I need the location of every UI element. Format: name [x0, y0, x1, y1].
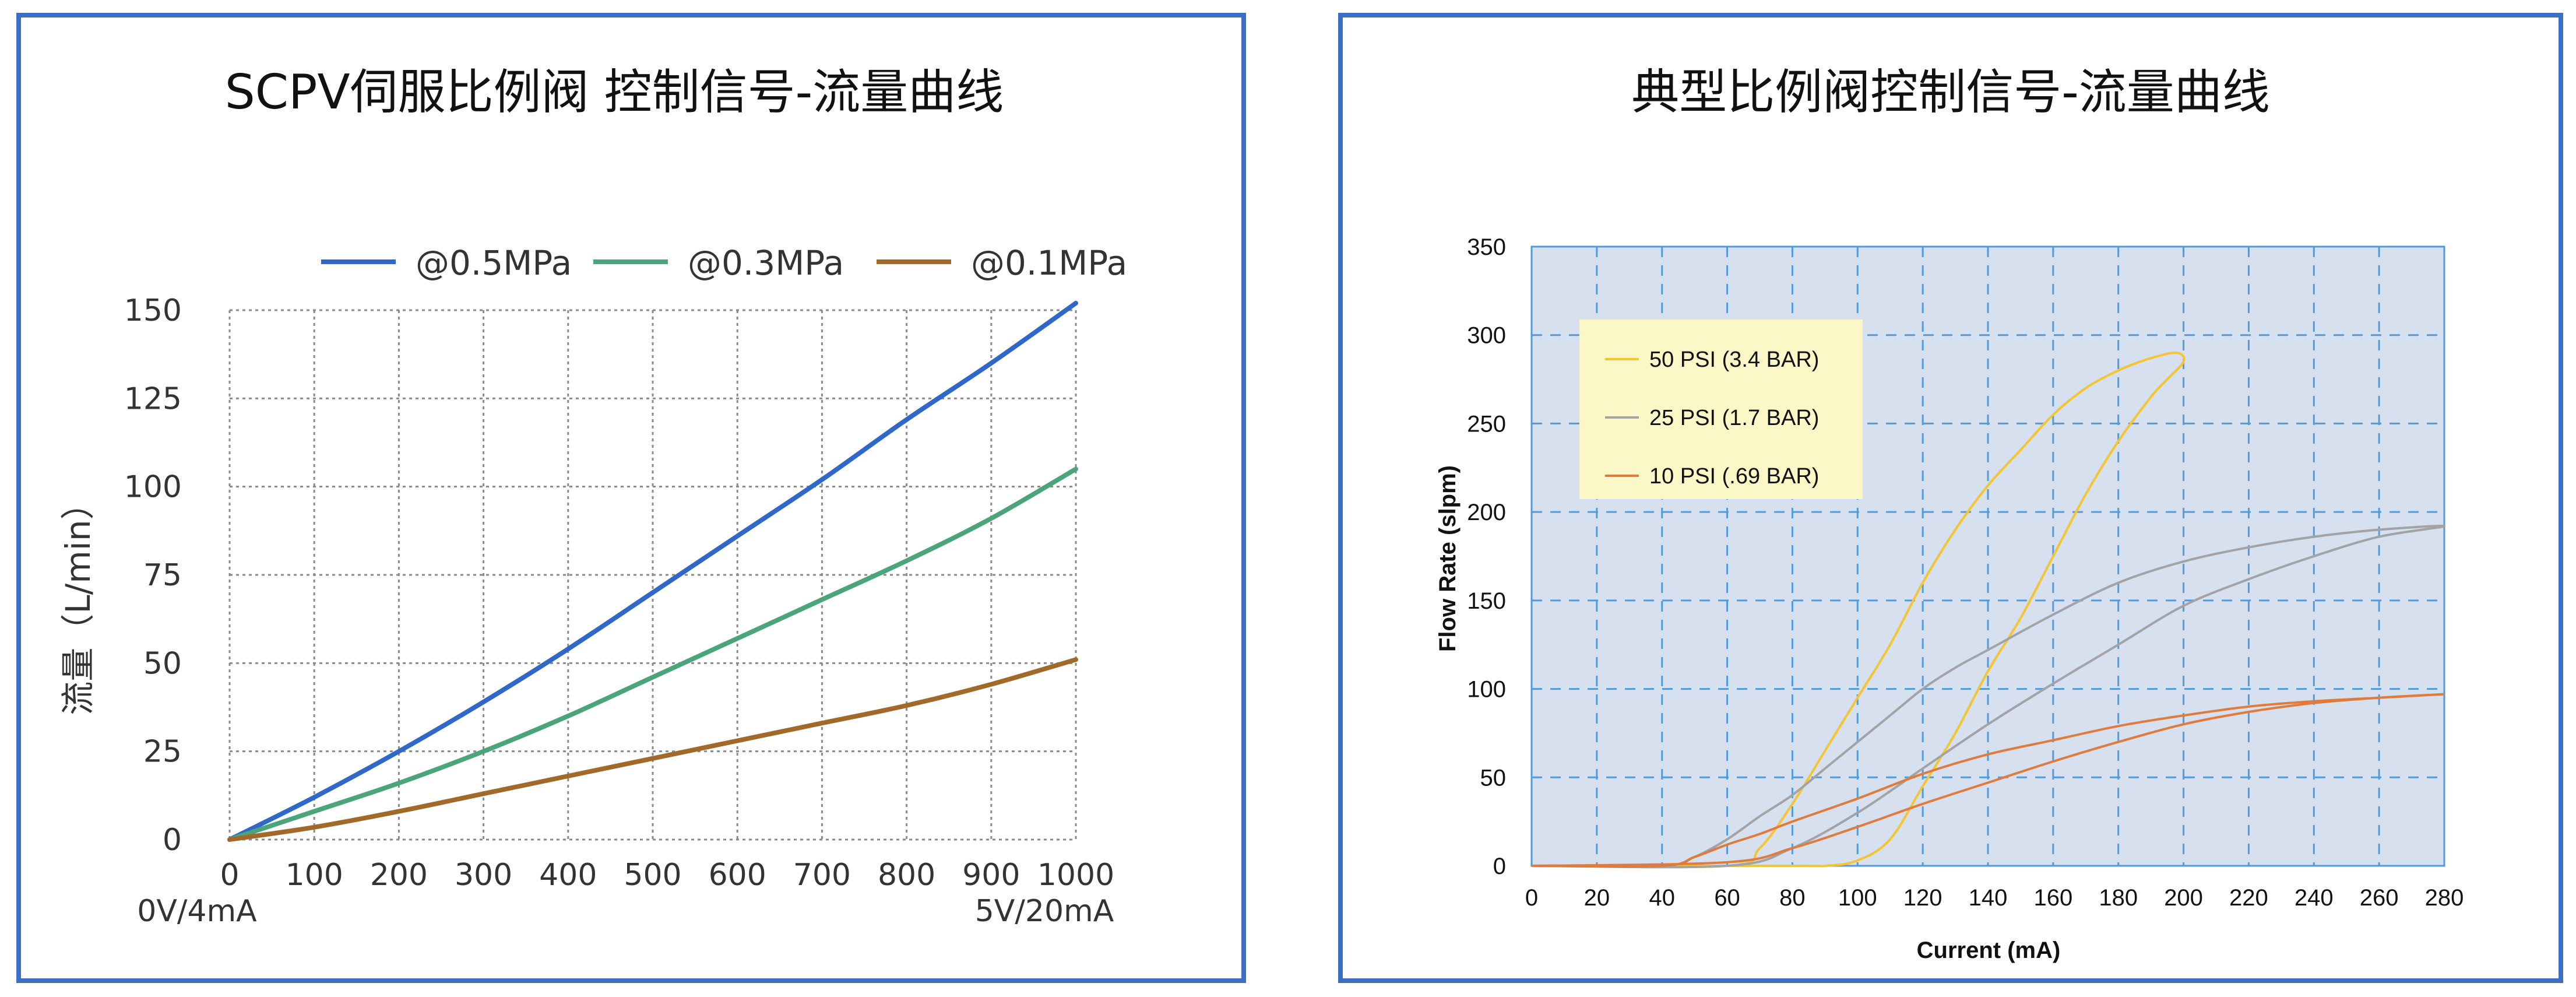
- series-line-3: [227, 657, 1078, 842]
- x-tick-label: 120: [1903, 885, 1942, 911]
- y-tick-label: 50: [143, 646, 182, 681]
- series-line-2: [227, 466, 1078, 842]
- y-tick-label: 100: [1467, 677, 1506, 703]
- chart-left-canvas: SCPV伺服比例阀 控制信号-流量曲线 0 25 50 75 100 125 150 0 10…: [58, 65, 1127, 929]
- x-tick-label: 220: [2229, 885, 2268, 911]
- x-tick-label: 500: [624, 858, 681, 893]
- y-tick-label: 125: [124, 381, 182, 416]
- x-tick-label: 40: [1649, 885, 1675, 911]
- y-tick-label: 150: [124, 293, 182, 328]
- x-axis-label-right: Current (mA): [1917, 938, 2061, 963]
- x-tick-label: 80: [1779, 885, 1806, 911]
- x-tick-label: 280: [2425, 885, 2464, 911]
- x-tick-label: 160: [2033, 885, 2072, 911]
- x-tick-label: 240: [2295, 885, 2334, 911]
- y-axis-label-right: Flow Rate (slpm): [1435, 465, 1461, 652]
- y-tick-label: 0: [1493, 854, 1506, 879]
- x-tick-label: 200: [2164, 885, 2203, 911]
- legend-label: 25 PSI (1.7 BAR): [1649, 406, 1819, 430]
- x-tick-label: 300: [455, 858, 512, 893]
- x-tick-label: 0: [1525, 885, 1538, 911]
- y-tick-label: 0: [163, 823, 182, 858]
- x-tick-label: 100: [1838, 885, 1877, 911]
- x-tick-label: 20: [1584, 885, 1610, 911]
- x-tick-label: 0: [220, 858, 239, 893]
- legend-box: [1579, 320, 1863, 499]
- x-tick-label: 900: [962, 858, 1020, 893]
- x-tick-label: 60: [1714, 885, 1740, 911]
- x-tick-label: 400: [539, 858, 597, 893]
- series-line-2: [1531, 524, 2446, 869]
- series-line-1: [227, 300, 1078, 842]
- x-tick-label: 700: [793, 858, 851, 893]
- y-tick-label: 50: [1480, 765, 1507, 791]
- chart-panel-right: 典型比例阀控制信号-流量曲线 0 50 100 150 200 250 300 350 0 20…: [1338, 13, 2563, 983]
- legend-label: @0.3MPa: [688, 243, 844, 283]
- x-tick-label: 140: [1969, 885, 2008, 911]
- y-axis-label-left: 流量（L/min）: [58, 486, 98, 715]
- x-end-label: 5V/20mA: [975, 894, 1114, 929]
- y-tick-label: 300: [1467, 323, 1506, 349]
- x-tick-label: 600: [709, 858, 766, 893]
- chart-right-canvas: 典型比例阀控制信号-流量曲线 0 50 100 150 200 250 300 350 0 20…: [1435, 65, 2464, 963]
- y-tick-label: 200: [1467, 500, 1506, 525]
- y-tick-label: 350: [1467, 234, 1506, 260]
- x-tick-label: 800: [878, 858, 935, 893]
- x-start-label: 0V/4mA: [137, 894, 257, 929]
- x-tick-label: 200: [370, 858, 428, 893]
- y-tick-label: 100: [124, 470, 182, 505]
- legend-label: 50 PSI (3.4 BAR): [1649, 347, 1819, 372]
- y-tick-label: 250: [1467, 411, 1506, 437]
- legend-label: @0.5MPa: [416, 243, 572, 283]
- series-line-1: [1531, 351, 2186, 869]
- x-tick-label: 180: [2099, 885, 2138, 911]
- x-tick-label: 100: [286, 858, 343, 893]
- chart-title-left: SCPV伺服比例阀 控制信号-流量曲线: [225, 65, 1004, 120]
- x-tick-label: 1000: [1037, 858, 1114, 893]
- y-tick-label: 75: [143, 558, 182, 593]
- chart-title-right: 典型比例阀控制信号-流量曲线: [1631, 65, 2270, 120]
- y-tick-label: 150: [1467, 588, 1506, 614]
- legend-label: @0.1MPa: [971, 243, 1127, 283]
- series-line-3: [1531, 693, 2445, 868]
- legend-label: 10 PSI (.69 BAR): [1649, 464, 1819, 489]
- y-tick-label: 25: [143, 735, 182, 770]
- x-tick-label: 260: [2360, 885, 2399, 911]
- chart-panel-left: SCPV伺服比例阀 控制信号-流量曲线 0 25 50 75 100 125 150 0 10…: [16, 13, 1246, 983]
